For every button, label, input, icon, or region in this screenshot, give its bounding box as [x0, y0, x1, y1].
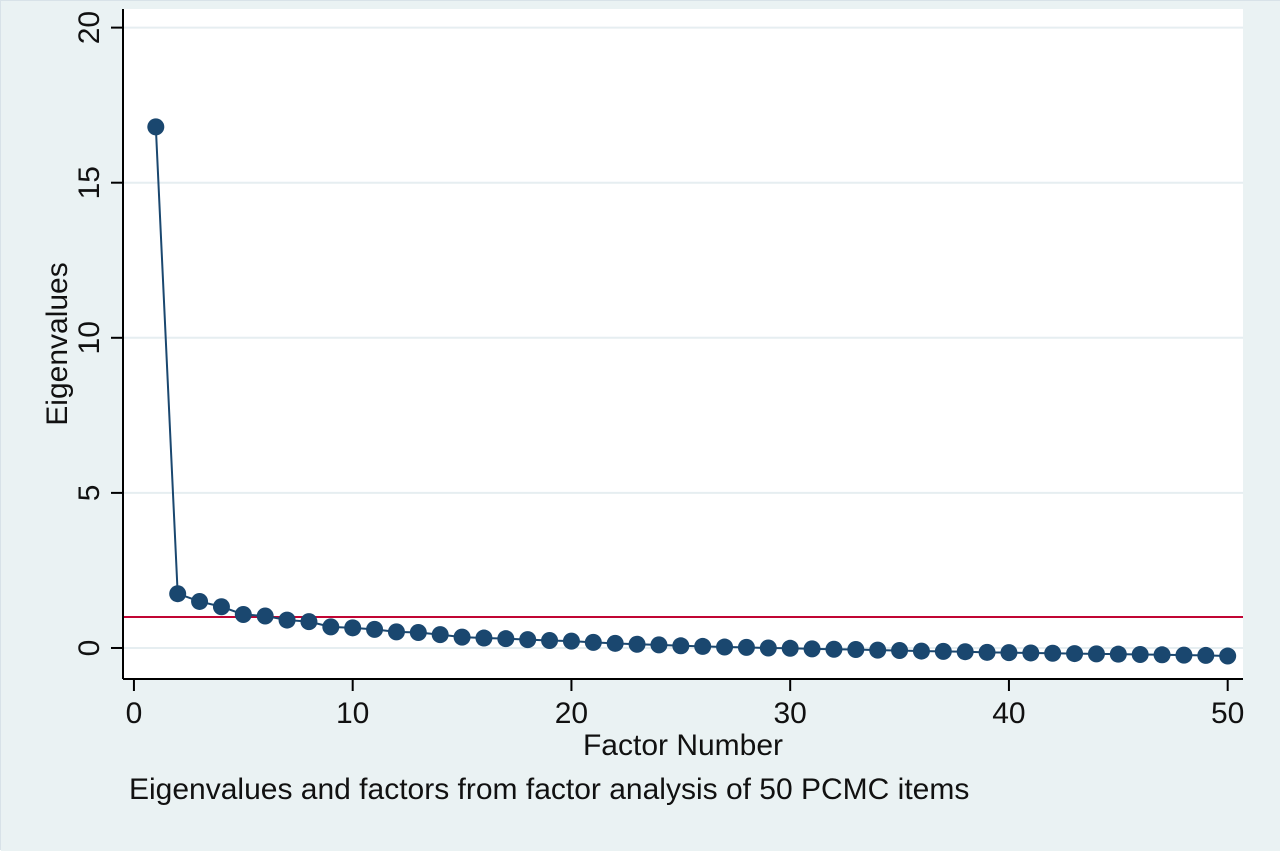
data-point [475, 629, 493, 647]
data-point [803, 640, 821, 658]
data-point [847, 641, 865, 659]
data-point [781, 639, 799, 657]
data-point [1000, 644, 1018, 662]
data-point [1044, 644, 1062, 662]
x-tick-label: 50 [1211, 697, 1244, 730]
data-point [453, 628, 471, 646]
data-point [300, 613, 318, 631]
data-point [1153, 646, 1171, 664]
data-point [409, 623, 427, 641]
data-point [672, 637, 690, 655]
data-point [628, 635, 646, 653]
series-points [147, 118, 1237, 665]
x-tick-label: 20 [555, 697, 588, 730]
data-point [344, 619, 362, 637]
data-point [694, 637, 712, 655]
data-point [891, 641, 909, 659]
data-point [431, 626, 449, 644]
data-point [147, 118, 165, 136]
x-tick-label: 30 [774, 697, 807, 730]
x-axis-title: Factor Number [583, 729, 783, 762]
data-point [759, 639, 777, 657]
data-point [584, 633, 602, 651]
x-tick-label: 40 [992, 697, 1025, 730]
data-point [191, 592, 209, 610]
data-point [256, 607, 274, 625]
x-tick-label: 10 [336, 697, 369, 730]
data-point [1131, 645, 1149, 663]
y-axis-title: Eigenvalues [41, 262, 74, 425]
series [147, 118, 1237, 665]
data-point [1109, 645, 1127, 663]
x-tick-label: 0 [126, 697, 143, 730]
data-point [825, 640, 843, 658]
data-point [934, 642, 952, 660]
data-point [366, 620, 384, 638]
data-point [912, 642, 930, 660]
data-point [169, 585, 187, 603]
chart-note: Eigenvalues and factors from factor anal… [129, 773, 969, 806]
data-point [387, 623, 405, 641]
data-point [650, 636, 668, 654]
data-point [716, 638, 734, 656]
axes [122, 9, 1243, 680]
data-point [212, 598, 230, 616]
data-point [1066, 645, 1084, 663]
data-point [1087, 645, 1105, 663]
data-point [737, 638, 755, 656]
data-point [1219, 647, 1237, 665]
data-point [1022, 644, 1040, 662]
data-point [1175, 646, 1193, 664]
data-point [562, 632, 580, 650]
data-point [869, 641, 887, 659]
data-point [606, 634, 624, 652]
data-point [519, 631, 537, 649]
data-point [234, 605, 252, 623]
y-tick-label: 10 [73, 321, 106, 354]
data-point [497, 630, 515, 648]
data-point [322, 618, 340, 636]
y-tick-label: 15 [73, 166, 106, 199]
data-point [278, 611, 296, 629]
y-tick-label: 0 [73, 640, 106, 657]
x-ticks: 0 10 20 30 40 50 [126, 679, 1244, 730]
data-point [1197, 646, 1215, 664]
plot-area [123, 9, 1243, 679]
y-tick-label: 20 [73, 11, 106, 44]
data-point [956, 643, 974, 661]
y-tick-label: 5 [73, 485, 106, 502]
y-ticks: 0 5 10 15 20 [73, 11, 123, 656]
data-point [978, 643, 996, 661]
data-point [541, 632, 559, 650]
